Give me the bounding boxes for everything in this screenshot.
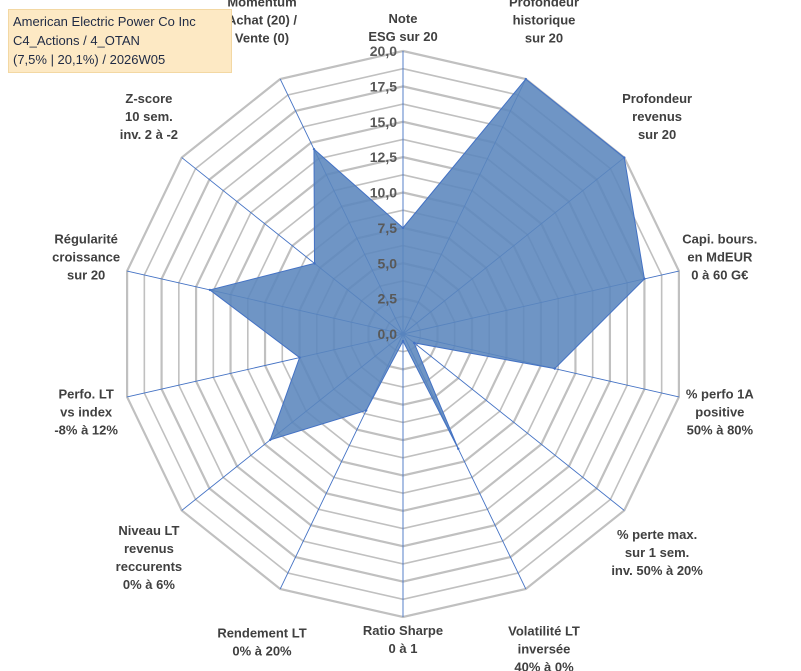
axis-label-line: Perfo. LT [58,387,113,402]
axis-label: Régularité croissance sur 20 [52,231,120,282]
tick-label: 12,5 [370,149,397,165]
axis-label-line: Achat (20) / [227,12,297,27]
data-point [524,77,527,81]
axis-label-line: 40% à 0% [514,660,574,671]
axis-label: Niveau LT revenus reccurents 0% à 6% [116,523,182,592]
data-point [623,156,626,159]
axis-label: Ratio Sharpe 0 à 1 [363,623,443,656]
axis-label-line: Profondeur [509,0,579,9]
title-weights-week: (7,5% | 20,1%) / 2026W05 [13,52,166,67]
axis-label-line: Note [389,11,418,26]
axis-label: Capi. bours. en MdEUR 0 à 60 G€ [682,231,757,282]
data-point [412,341,416,345]
chart-title-box: American Electric Power Co Inc C4_Action… [8,9,232,73]
axis-label-line: Régularité [54,231,118,246]
axis-label: Z-score 10 sem. inv. 2 à -2 [120,91,178,142]
axis-label-line: Niveau LT [118,523,179,538]
tick-label: 17,5 [370,78,397,94]
axis-label-line: Rendement LT [217,625,306,640]
title-company: American Electric Power Co Inc [13,14,196,29]
axis-label: % perte max. sur 1 sem. inv. 50% à 20% [611,527,703,578]
axis-label-line: revenus [124,541,174,556]
axis-labels: Note ESG sur 20 Profondeur historique sur 20… [52,0,757,671]
axis-label-line: vs index [60,405,113,420]
tick-labels: 0,0 2,5 5,0 7,5 10,0 12,5 15,0 17,5 20,0 [370,43,397,342]
axis-label-line: Capi. bours. [682,231,757,246]
axis-label-line: reccurents [116,559,182,574]
axis-label-line: 10 sem. [125,109,173,124]
axis-label-line: Volatilité LT [508,624,580,639]
axis-label-line: % perfo 1A [686,387,755,402]
axis-label-line: 50% à 80% [687,423,754,438]
tick-label: 20,0 [370,43,397,59]
tick-label: 0,0 [378,326,398,342]
axis-label: Profondeur revenus sur 20 [622,91,692,142]
axis-label-line: Profondeur [622,91,692,106]
tick-label: 7,5 [378,220,398,236]
axis-label: Profondeur historique sur 20 [509,0,579,45]
spoke-line [402,333,625,511]
axis-label-line: inv. 2 à -2 [120,127,178,142]
axis-label-line: sur 20 [638,127,676,142]
data-points [208,77,646,450]
axis-label-line: revenus [632,109,682,124]
axis-label-line: 0% à 6% [123,577,175,592]
data-point [298,356,301,359]
axis-label-line: en MdEUR [687,249,753,264]
axis-label-line: -8% à 12% [54,423,118,438]
data-point [401,226,405,230]
axis-label-line: 0% à 20% [232,643,292,658]
data-point [643,277,646,281]
axis-label-line: sur 20 [67,267,105,282]
axis-label-line: Z-score [125,91,172,106]
data-series-area [208,78,645,449]
axis-label: Note ESG sur 20 [368,11,437,44]
axis-label-line: 0 à 60 G€ [691,267,748,282]
data-point [269,438,272,442]
data-point [553,367,556,370]
tick-label: 15,0 [370,114,397,130]
axis-label-line: croissance [52,249,120,264]
data-point [457,447,460,450]
axis-label-line: inversée [518,642,571,657]
data-point [312,147,316,151]
data-point [208,288,212,292]
axis-label-line: % perte max. [617,527,697,542]
tick-label: 10,0 [370,185,397,201]
axis-label: % perfo 1A positive 50% à 80% [686,387,755,438]
axis-label: Rendement LT 0% à 20% [217,625,306,658]
tick-label: 2,5 [378,291,398,307]
axis-label: Perfo. LT vs index -8% à 12% [54,387,118,438]
data-point [364,409,368,412]
axis-label-line: inv. 50% à 20% [611,563,703,578]
data-point [313,262,316,265]
axis-label-line: 0 à 1 [389,641,418,656]
axis-label-line: ESG sur 20 [368,29,437,44]
axis-label-line: sur 1 sem. [625,545,689,560]
axis-label: Momentum Achat (20) / Vente (0) [227,0,297,45]
axis-label-line: historique [513,12,576,27]
axis-label-line: Momentum [227,0,296,9]
axis-label-line: Vente (0) [235,30,289,45]
data-point [401,339,405,343]
axis-label-line: sur 20 [525,30,563,45]
axis-label-line: positive [695,405,744,420]
tick-label: 5,0 [378,255,398,271]
axis-label-line: Ratio Sharpe [363,623,443,638]
axis-label: Volatilité LT inversée 40% à 0% [508,624,580,671]
title-category: C4_Actions / 4_OTAN [13,33,140,48]
